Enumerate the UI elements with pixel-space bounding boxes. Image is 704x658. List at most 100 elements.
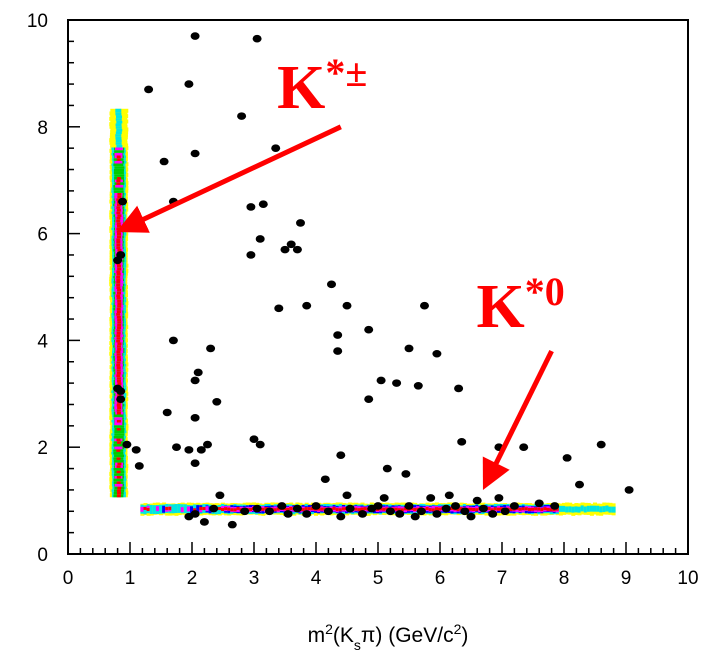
density-cell bbox=[496, 507, 501, 511]
density-cell bbox=[116, 143, 123, 148]
density-cell bbox=[116, 373, 121, 378]
density-cell bbox=[524, 507, 529, 511]
density-cell bbox=[149, 504, 154, 514]
density-cell bbox=[117, 405, 122, 410]
density-cell bbox=[431, 508, 436, 512]
density-cell bbox=[116, 375, 121, 380]
density-cell bbox=[117, 298, 122, 303]
density-cell bbox=[117, 301, 122, 306]
data-point bbox=[550, 502, 560, 510]
density-cell bbox=[273, 508, 278, 512]
density-cell bbox=[397, 508, 402, 512]
data-point bbox=[168, 336, 178, 345]
density-cell bbox=[116, 327, 121, 332]
density-cell bbox=[596, 505, 601, 512]
density-cell bbox=[116, 274, 121, 279]
data-point bbox=[302, 510, 312, 518]
density-cell bbox=[199, 506, 204, 510]
density-cell bbox=[117, 357, 122, 362]
density-cell bbox=[116, 378, 121, 383]
data-point bbox=[113, 384, 123, 393]
data-point bbox=[367, 504, 377, 513]
data-point bbox=[203, 440, 212, 449]
data-point bbox=[265, 507, 274, 516]
data-point bbox=[184, 446, 194, 454]
density-cell bbox=[509, 508, 514, 512]
x-tick-label: 0 bbox=[63, 568, 74, 589]
data-point bbox=[184, 80, 194, 88]
density-cell bbox=[304, 507, 309, 511]
density-cell bbox=[116, 367, 121, 372]
x-tick-label: 7 bbox=[497, 568, 508, 589]
density-cell bbox=[286, 507, 291, 511]
density-cell bbox=[114, 431, 125, 436]
density-cell bbox=[183, 504, 188, 514]
data-point bbox=[193, 368, 203, 377]
density-cell bbox=[116, 418, 121, 423]
density-cell bbox=[217, 507, 222, 511]
density-cell bbox=[117, 490, 122, 495]
data-point bbox=[249, 435, 259, 443]
density-cell bbox=[113, 458, 124, 463]
data-point bbox=[500, 507, 510, 516]
data-point bbox=[333, 331, 343, 339]
density-cell bbox=[113, 188, 124, 193]
density-cell bbox=[602, 506, 607, 513]
density-cell bbox=[115, 124, 122, 129]
density-cell bbox=[490, 508, 495, 512]
density-cell bbox=[115, 108, 122, 113]
density-cell bbox=[114, 415, 123, 420]
data-point bbox=[116, 251, 126, 259]
density-cell bbox=[116, 487, 121, 492]
density-cell bbox=[146, 508, 151, 512]
density-cell bbox=[116, 314, 121, 319]
density-cell bbox=[487, 507, 492, 511]
density-cell bbox=[472, 507, 477, 511]
data-point bbox=[323, 507, 333, 516]
density-cell bbox=[571, 506, 576, 513]
data-point bbox=[292, 504, 302, 513]
density-cell bbox=[537, 507, 542, 511]
data-point bbox=[466, 512, 476, 521]
density-cell bbox=[117, 439, 122, 444]
density-cell bbox=[159, 504, 163, 514]
density-cell bbox=[116, 290, 121, 295]
density-cell bbox=[114, 482, 123, 487]
density-cell bbox=[555, 507, 560, 511]
density-cell bbox=[354, 507, 359, 511]
density-cell bbox=[400, 508, 405, 512]
density-cell bbox=[116, 351, 121, 356]
density-cell bbox=[611, 506, 616, 513]
data-point bbox=[441, 504, 451, 513]
density-cell bbox=[116, 493, 121, 498]
density-cell bbox=[177, 503, 182, 513]
data-point bbox=[333, 347, 343, 355]
density-cell bbox=[230, 508, 235, 512]
density-cell bbox=[558, 505, 563, 512]
data-point bbox=[199, 518, 209, 526]
density-cell bbox=[116, 178, 121, 183]
data-point bbox=[432, 349, 442, 358]
density-cell bbox=[113, 413, 124, 418]
density-cell bbox=[205, 506, 210, 512]
data-point bbox=[562, 454, 572, 462]
x-tick-label: 10 bbox=[677, 568, 698, 589]
data-point bbox=[162, 408, 172, 417]
data-point bbox=[271, 144, 281, 152]
annotations: K*± K*0 bbox=[116, 50, 565, 491]
density-cell bbox=[379, 507, 384, 511]
density-cell bbox=[320, 507, 325, 511]
data-point bbox=[196, 446, 206, 454]
data-point bbox=[342, 491, 352, 500]
density-cell bbox=[236, 506, 241, 510]
density-cell bbox=[546, 507, 551, 511]
x-tick-label: 2 bbox=[187, 568, 198, 589]
density-cell bbox=[116, 282, 121, 287]
density-cell bbox=[113, 434, 124, 439]
density-cell bbox=[338, 508, 343, 512]
density-cell bbox=[469, 507, 473, 511]
data-point bbox=[190, 414, 200, 422]
density-cell bbox=[116, 306, 121, 311]
x-tick-label: 8 bbox=[559, 568, 570, 589]
